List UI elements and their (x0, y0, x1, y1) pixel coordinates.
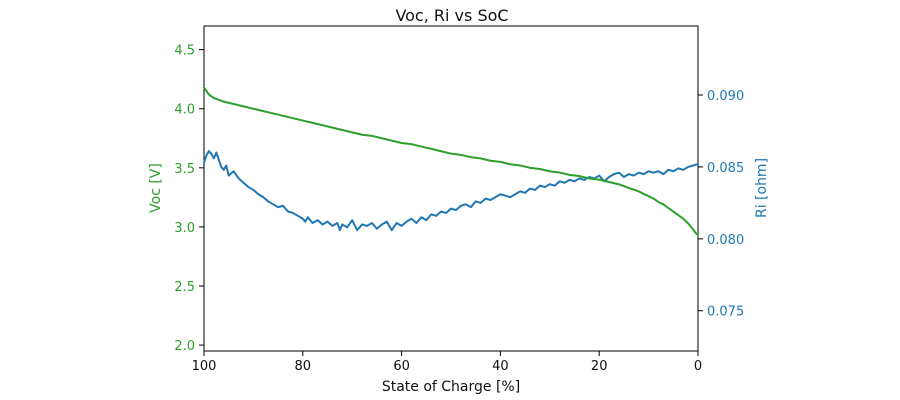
left-tick-label: 2.0 (174, 339, 195, 354)
right-tick-label: 0.075 (707, 305, 744, 320)
chart-title: Voc, Ri vs SoC (395, 6, 508, 25)
series-voc-line (203, 86, 699, 237)
x-tick-label: 80 (295, 359, 312, 374)
left-tick-label: 4.5 (174, 44, 195, 59)
right-tick-label: 0.085 (707, 161, 744, 176)
left-tick-label: 2.5 (174, 280, 195, 295)
left-tick-label: 3.5 (174, 162, 195, 177)
right-axis-label: Ri [ohm] (754, 158, 770, 218)
x-tick-label: 100 (192, 359, 217, 374)
x-axis-ticks: 100 80 60 40 20 0 (192, 351, 702, 374)
left-tick-label: 3.0 (174, 221, 195, 236)
left-axis-ticks: 2.0 2.5 3.0 3.5 4.0 4.5 (174, 44, 204, 354)
right-tick-label: 0.090 (707, 89, 744, 104)
left-tick-label: 4.0 (174, 103, 195, 118)
x-tick-label: 20 (591, 359, 608, 374)
series-ri-line (203, 150, 699, 232)
series-layer (203, 86, 699, 237)
x-tick-label: 0 (694, 359, 702, 374)
left-axis-label: Voc [V] (148, 163, 164, 213)
x-axis-label: State of Charge [%] (382, 379, 520, 395)
x-tick-label: 60 (393, 359, 410, 374)
right-tick-label: 0.080 (707, 233, 744, 248)
right-axis-ticks: 0.075 0.080 0.085 0.090 (698, 89, 744, 320)
x-tick-label: 40 (492, 359, 509, 374)
plot-frame (203, 25, 699, 352)
